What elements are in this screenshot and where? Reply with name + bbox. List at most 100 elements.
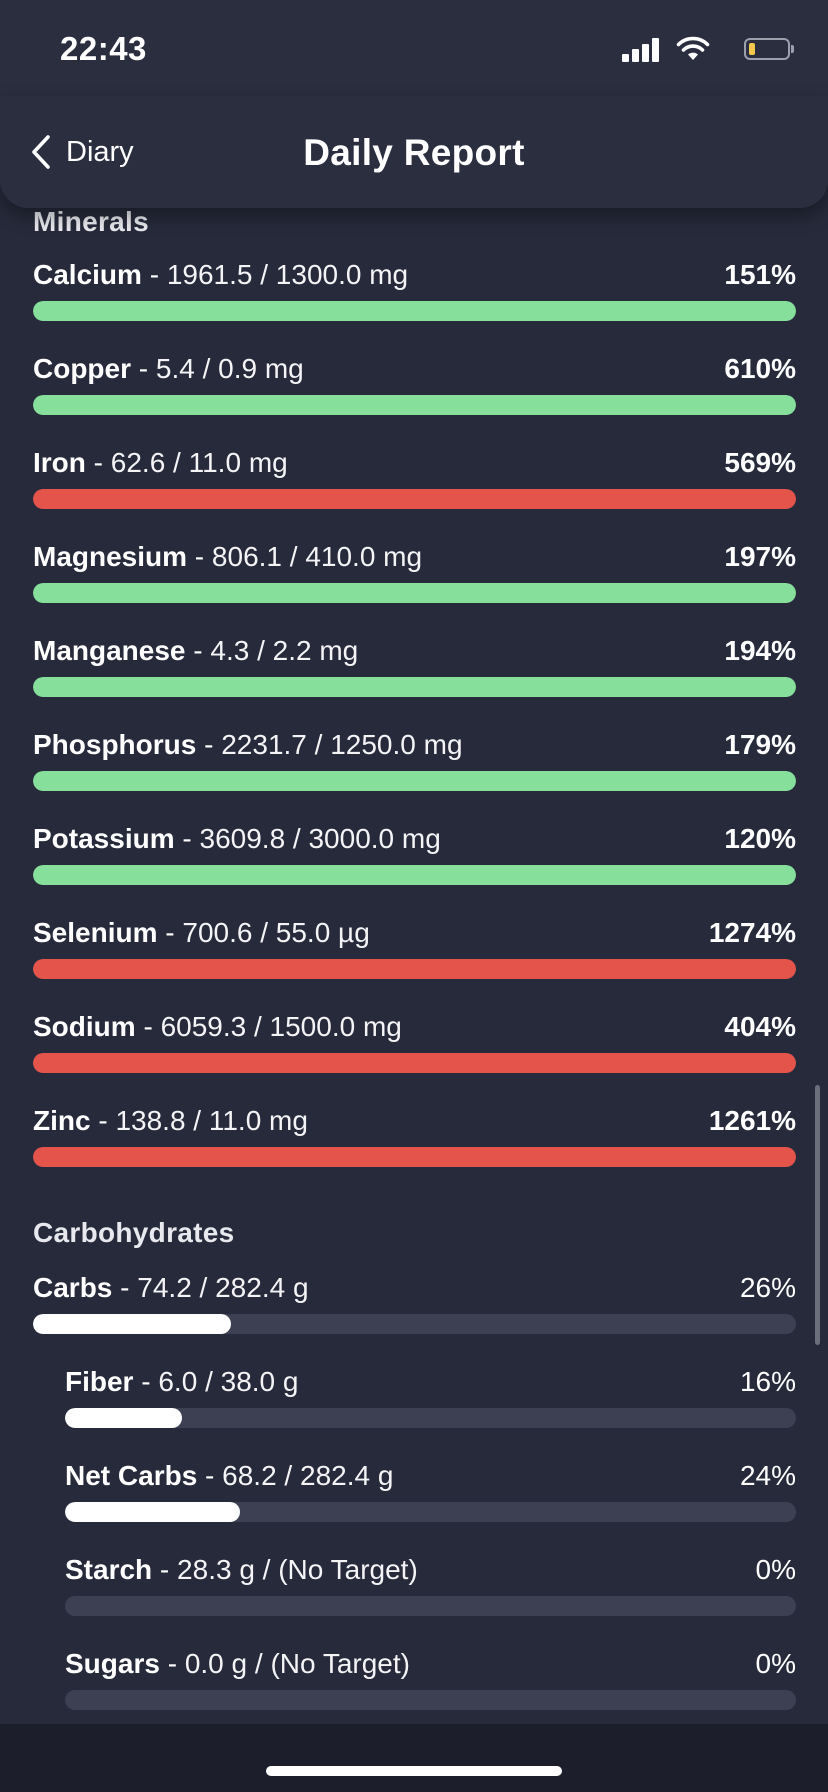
progress-bar-track — [65, 1502, 796, 1522]
nav-header: Diary Daily Report — [0, 96, 828, 208]
nutrient-percent: 26% — [739, 1272, 796, 1303]
progress-bar-track — [33, 1053, 796, 1073]
nutrient-percent: 194% — [724, 635, 796, 666]
signal-icon — [622, 38, 662, 62]
nutrient-name: Selenium — [33, 917, 158, 948]
progress-bar-fill — [33, 1053, 796, 1073]
nutrient-amount: 0.0 g / (No Target) — [184, 1648, 410, 1679]
nutrient-row-zinc[interactable]: Zinc - 138.8 / 11.0 mg 1261% — [33, 1105, 796, 1167]
progress-bar-fill — [33, 771, 796, 791]
nutrient-separator: - — [135, 1011, 161, 1042]
nutrient-amount: 28.3 g / (No Target) — [177, 1554, 418, 1585]
progress-bar-track — [33, 395, 796, 415]
nutrient-amount: 806.1 / 410.0 mg — [211, 541, 423, 572]
nutrient-label: Fiber - 6.0 / 38.0 g — [65, 1366, 298, 1398]
nutrient-percent: 1274% — [708, 917, 796, 948]
nutrient-name: Phosphorus — [33, 729, 197, 760]
report-content[interactable]: Minerals Calcium - 1961.5 / 1300.0 mg 151… — [0, 208, 828, 1724]
nutrient-separator: - — [152, 1554, 178, 1585]
nutrient-row-selenium[interactable]: Selenium - 700.6 / 55.0 µg 1274% — [33, 917, 796, 979]
nutrient-percent: 120% — [724, 823, 796, 854]
nutrient-name: Net Carbs — [65, 1460, 198, 1491]
nutrient-label: Selenium - 700.6 / 55.0 µg — [33, 917, 370, 949]
nutrient-amount: 138.8 / 11.0 mg — [115, 1105, 308, 1136]
nutrient-percent: 197% — [724, 541, 796, 572]
nutrient-label: Calcium - 1961.5 / 1300.0 mg — [33, 259, 408, 291]
progress-bar-track — [33, 865, 796, 885]
nutrient-row-copper[interactable]: Copper - 5.4 / 0.9 mg 610% — [33, 353, 796, 415]
nutrient-row-magnesium[interactable]: Magnesium - 806.1 / 410.0 mg 197% — [33, 541, 796, 603]
progress-bar-track — [33, 959, 796, 979]
progress-bar-fill — [33, 301, 796, 321]
nutrient-row-carbs[interactable]: Carbs - 74.2 / 282.4 g 26% — [33, 1272, 796, 1334]
nutrient-name: Starch — [65, 1554, 153, 1585]
nutrient-row-fiber[interactable]: Fiber - 6.0 / 38.0 g 16% — [65, 1366, 796, 1428]
progress-bar-fill — [65, 1408, 182, 1428]
nutrient-amount: 700.6 / 55.0 µg — [182, 917, 370, 948]
page-title: Daily Report — [303, 132, 525, 173]
nutrient-row-calcium[interactable]: Calcium - 1961.5 / 1300.0 mg 151% — [33, 259, 796, 321]
progress-bar-track — [33, 301, 796, 321]
progress-bar-track — [33, 771, 796, 791]
progress-bar-track — [65, 1690, 796, 1710]
nutrient-separator: - — [197, 1460, 223, 1491]
nutrient-percent: 0% — [755, 1648, 796, 1679]
nutrient-row-potassium[interactable]: Potassium - 3609.8 / 3000.0 mg 120% — [33, 823, 796, 885]
nutrient-name: Fiber — [65, 1366, 134, 1397]
nutrient-row-net-carbs[interactable]: Net Carbs - 68.2 / 282.4 g 24% — [65, 1460, 796, 1522]
status-bar: 22:43 — [0, 0, 828, 96]
scrollbar[interactable] — [815, 1085, 820, 1345]
nutrient-separator: - — [131, 353, 156, 384]
nutrient-percent: 404% — [724, 1011, 796, 1042]
nutrient-separator: - — [112, 1272, 138, 1303]
nutrient-name: Copper — [33, 353, 131, 384]
nutrient-name: Manganese — [33, 635, 186, 666]
nutrient-amount: 1961.5 / 1300.0 mg — [166, 259, 409, 290]
nutrient-name: Sugars — [65, 1648, 160, 1679]
nutrient-row-sugars[interactable]: Sugars - 0.0 g / (No Target) 0% — [65, 1648, 796, 1710]
bottom-bar — [0, 1724, 828, 1792]
nutrient-separator: - — [157, 917, 183, 948]
progress-bar-fill — [65, 1502, 240, 1522]
nutrient-label: Manganese - 4.3 / 2.2 mg — [33, 635, 358, 667]
nutrient-percent: 16% — [739, 1366, 796, 1397]
nutrient-separator: - — [196, 729, 222, 760]
progress-bar-fill — [33, 1147, 796, 1167]
nutrient-row-iron[interactable]: Iron - 62.6 / 11.0 mg 569% — [33, 447, 796, 509]
nutrient-label: Zinc - 138.8 / 11.0 mg — [33, 1105, 308, 1137]
nutrient-amount: 6059.3 / 1500.0 mg — [160, 1011, 402, 1042]
progress-bar-fill — [33, 1314, 231, 1334]
chevron-left-icon — [32, 135, 50, 169]
nutrient-separator: - — [90, 1105, 116, 1136]
nutrient-row-sodium[interactable]: Sodium - 6059.3 / 1500.0 mg 404% — [33, 1011, 796, 1073]
progress-bar-track — [65, 1596, 796, 1616]
progress-bar-fill — [33, 489, 796, 509]
progress-bar-fill — [33, 959, 796, 979]
progress-bar-fill — [33, 395, 796, 415]
nutrient-percent: 151% — [724, 259, 796, 290]
nutrient-amount: 3609.8 / 3000.0 mg — [199, 823, 441, 854]
progress-bar-fill — [33, 583, 796, 603]
nutrient-amount: 6.0 / 38.0 g — [158, 1366, 299, 1397]
progress-bar-track — [33, 583, 796, 603]
nutrient-label: Phosphorus - 2231.7 / 1250.0 mg — [33, 729, 463, 761]
progress-bar-track — [33, 489, 796, 509]
nutrient-amount: 68.2 / 282.4 g — [222, 1460, 394, 1491]
nutrient-separator: - — [187, 541, 212, 572]
back-button[interactable]: Diary — [30, 130, 134, 174]
nutrient-row-starch[interactable]: Starch - 28.3 g / (No Target) 0% — [65, 1554, 796, 1616]
nutrient-separator: - — [174, 823, 200, 854]
nutrient-row-phosphorus[interactable]: Phosphorus - 2231.7 / 1250.0 mg 179% — [33, 729, 796, 791]
section-title-carbohydrates: Carbohydrates — [33, 1217, 235, 1248]
home-indicator[interactable] — [266, 1766, 562, 1776]
nutrient-label: Copper - 5.4 / 0.9 mg — [33, 353, 304, 385]
progress-bar-fill — [33, 677, 796, 697]
nutrient-label: Net Carbs - 68.2 / 282.4 g — [65, 1460, 393, 1492]
nutrient-label: Starch - 28.3 g / (No Target) — [65, 1554, 418, 1586]
nutrient-row-manganese[interactable]: Manganese - 4.3 / 2.2 mg 194% — [33, 635, 796, 697]
nutrient-percent: 0% — [755, 1554, 796, 1585]
nutrient-amount: 2231.7 / 1250.0 mg — [221, 729, 463, 760]
nutrient-name: Zinc — [33, 1105, 91, 1136]
nutrient-separator: - — [133, 1366, 159, 1397]
nutrient-separator: - — [141, 259, 167, 290]
